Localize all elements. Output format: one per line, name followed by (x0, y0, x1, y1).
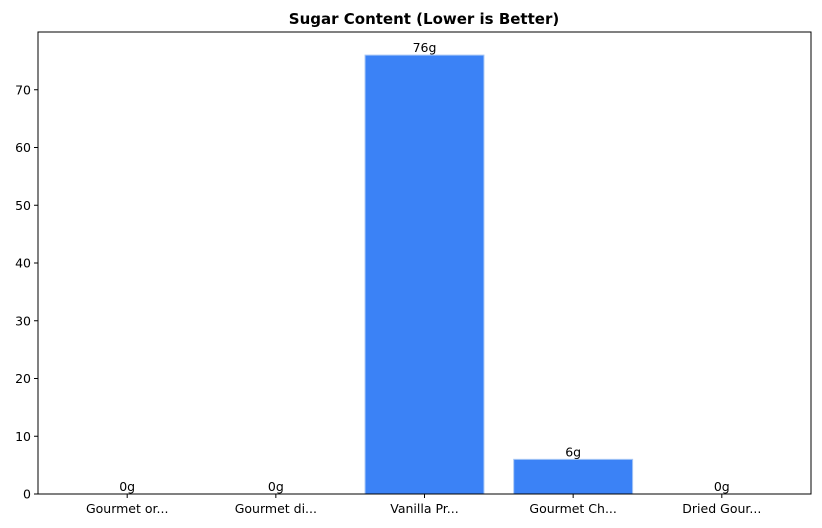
plot-frame (37, 31, 812, 495)
data-label-0: 0g (119, 479, 135, 494)
data-label-4: 0g (714, 479, 730, 494)
x-tick-label-3: Gourmet Ch... (529, 501, 617, 516)
y-tick-label-1: 10 (15, 429, 31, 444)
y-tick-label-5: 50 (15, 198, 31, 213)
x-axis: Gourmet or... Gourmet di... Vanilla Pr... G… (86, 494, 761, 516)
y-tick-label-2: 20 (15, 371, 31, 386)
x-tick-label-1: Gourmet di... (235, 501, 317, 516)
x-tick-label-2: Vanilla Pr... (390, 501, 458, 516)
y-tick-label-3: 30 (15, 313, 31, 328)
data-label-1: 0g (268, 479, 284, 494)
y-axis: 0 10 20 30 40 50 60 70 (15, 82, 38, 502)
y-tick-label-7: 70 (15, 82, 31, 97)
data-label-3: 6g (565, 444, 581, 459)
x-tick-label-4: Dried Gour... (682, 501, 761, 516)
y-tick-label-0: 0 (23, 487, 31, 502)
y-tick-label-6: 60 (15, 140, 31, 155)
bar-3 (513, 458, 634, 495)
data-labels-group: 0g 0g 76g 6g 0g (119, 40, 730, 494)
bar-2 (364, 54, 485, 495)
chart-title: Sugar Content (Lower is Better) (289, 10, 559, 28)
data-label-2: 76g (413, 40, 437, 55)
x-tick-label-0: Gourmet or... (86, 501, 168, 516)
bars-group (364, 54, 634, 495)
y-tick-label-4: 40 (15, 256, 31, 271)
